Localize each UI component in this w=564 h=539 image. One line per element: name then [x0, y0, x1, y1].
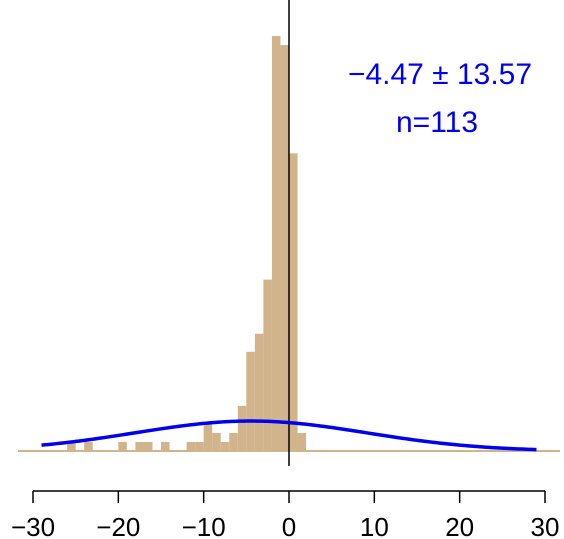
histogram-bar	[220, 441, 230, 451]
x-tick-label: 10	[360, 512, 389, 539]
histogram-bar	[135, 441, 144, 451]
histogram-bar	[263, 279, 272, 451]
histogram-bar	[289, 153, 298, 451]
histogram-bar	[212, 432, 221, 451]
sample-size-annotation: n=113	[396, 106, 478, 139]
x-tick-label: −20	[96, 512, 140, 539]
histogram-bar	[254, 333, 264, 451]
histogram-bar	[195, 441, 204, 451]
histogram-bar	[203, 423, 213, 451]
x-tick-label: −30	[11, 512, 55, 539]
histogram-bar	[246, 351, 255, 451]
x-tick-label: 30	[531, 512, 560, 539]
histogram-bar	[118, 441, 127, 451]
histogram-bar	[84, 441, 93, 451]
mean-sd-annotation: −4.47 ± 13.57	[348, 58, 532, 91]
histogram-bar	[186, 441, 196, 451]
histogram-bar	[280, 45, 289, 451]
histogram-bar	[161, 441, 170, 451]
x-tick-labels: −30 −20 −10 0 10 20 30	[11, 512, 560, 539]
x-tick-label: 0	[282, 512, 296, 539]
histogram-bar	[237, 405, 247, 451]
histogram-bar	[67, 441, 76, 451]
normal-density-curve	[41, 419, 537, 452]
histogram-bar	[229, 432, 238, 451]
histogram-bar	[297, 432, 307, 451]
x-tick-label: −10	[182, 512, 226, 539]
x-axis	[32, 490, 546, 503]
histogram-bar	[143, 441, 153, 451]
histogram-bar	[271, 36, 281, 452]
x-tick-label: 20	[445, 512, 474, 539]
histogram-bars	[67, 36, 307, 452]
